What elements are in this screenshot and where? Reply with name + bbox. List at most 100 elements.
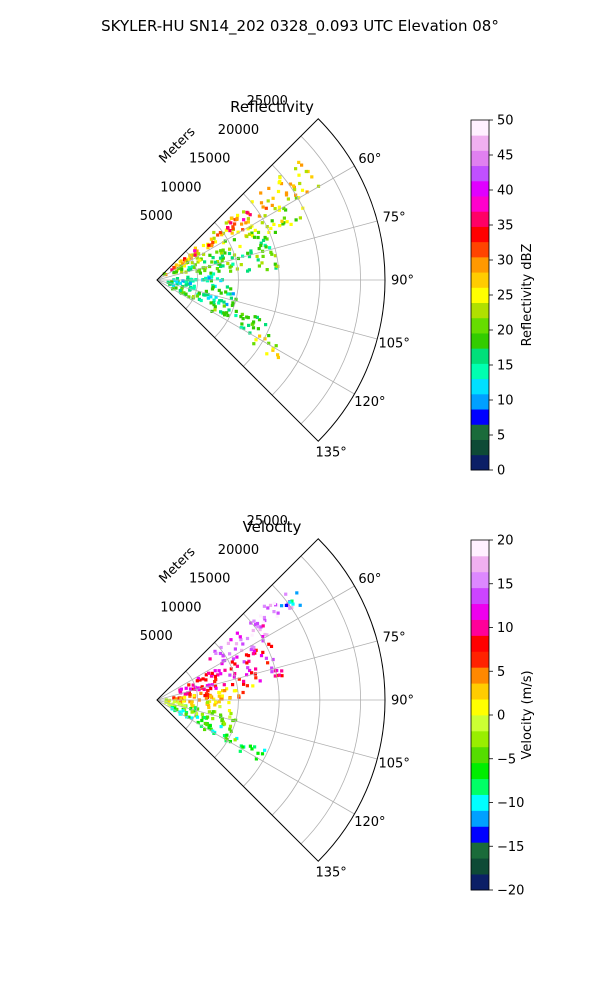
echo-cell: [231, 226, 235, 231]
echo-cell: [192, 694, 196, 698]
echo-cell: [211, 710, 215, 714]
colorbar-tick-label: 20: [497, 534, 514, 549]
colorbar-segment: [471, 794, 489, 811]
echo-cell: [247, 268, 251, 272]
echo-cell: [272, 222, 276, 226]
echo-cell: [202, 293, 206, 297]
echo-cell: [222, 734, 227, 738]
echo-cell: [180, 703, 184, 707]
sector-frame: [156, 118, 386, 442]
echo-cell: [251, 652, 255, 656]
echo-cell: [219, 299, 224, 303]
echo-cell: [190, 701, 194, 705]
echo-cell: [259, 625, 263, 629]
echo-cell: [207, 683, 211, 687]
echo-cell: [278, 176, 282, 180]
echo-cell: [207, 726, 211, 730]
echo-cell: [277, 208, 281, 212]
echo-cell: [208, 699, 212, 704]
echo-cell: [209, 301, 213, 305]
echo-cell: [209, 295, 213, 299]
echo-cell: [172, 700, 176, 704]
echo-cell: [231, 301, 235, 305]
velocity-colorbar: −20 −15 −10 −5 0 5 10 15 20 Velocity (m/s): [470, 534, 535, 899]
echo-cell: [259, 654, 264, 658]
colorbar-segment: [471, 363, 489, 380]
echo-cell: [218, 651, 222, 656]
echo-cell: [281, 222, 285, 226]
echo-cell: [310, 175, 314, 179]
echo-cell: [298, 181, 302, 186]
echo-cell: [192, 284, 196, 288]
colorbar-segment: [471, 287, 489, 304]
echo-cell: [231, 657, 236, 661]
colorbar-tick-label: 0: [497, 709, 505, 724]
echo-cell: [239, 744, 243, 748]
colorbar-segment: [471, 378, 489, 395]
echo-cell: [190, 710, 194, 714]
colorbar-segment: [471, 683, 489, 700]
echo-cell: [252, 342, 256, 346]
echo-cell: [239, 638, 243, 642]
echo-cell: [204, 678, 208, 682]
azimuth-spoke: [156, 699, 355, 815]
colorbar-tick-label: −5: [497, 752, 516, 767]
echo-cell: [228, 740, 232, 744]
echo-cell: [233, 218, 237, 222]
echo-cell: [223, 313, 227, 317]
azimuth-spoke: [156, 220, 378, 281]
echo-cell: [198, 258, 202, 262]
echo-cell: [229, 711, 233, 716]
echo-cell: [210, 274, 214, 279]
echo-cell: [194, 711, 198, 715]
echo-cell: [270, 666, 274, 670]
echo-cell: [188, 693, 192, 697]
echo-cell: [233, 222, 237, 226]
echo-cell: [235, 217, 239, 221]
colorbar-segment: [471, 120, 489, 136]
echo-cell: [207, 705, 211, 710]
echo-cell: [271, 348, 275, 352]
echo-cell: [190, 716, 194, 720]
echo-cell: [273, 674, 277, 678]
echo-cell: [235, 631, 239, 635]
echo-cell: [200, 712, 204, 716]
echo-cell: [211, 256, 215, 260]
echo-cell: [226, 641, 230, 645]
echo-cell: [221, 241, 226, 245]
colorbar-tick-label: 30: [497, 254, 514, 269]
echo-cell: [228, 652, 232, 656]
echo-cell: [252, 645, 256, 650]
echo-cell: [214, 295, 218, 299]
echo-cell: [174, 263, 178, 267]
echo-cell: [276, 353, 280, 357]
echo-cell: [207, 671, 211, 675]
echo-cell: [213, 260, 218, 264]
echo-cell: [277, 205, 281, 209]
echo-cell: [229, 667, 233, 671]
echo-cell: [215, 267, 219, 271]
echo-cell: [183, 695, 187, 699]
echo-cell: [217, 301, 221, 305]
echo-cell: [245, 661, 249, 665]
echo-cell: [184, 711, 189, 715]
colorbar-label: Velocity (m/s): [520, 670, 535, 759]
echo-cell: [227, 220, 231, 224]
echo-cell: [233, 647, 237, 651]
echo-cell: [209, 694, 213, 698]
echo-cell: [277, 673, 281, 677]
echo-cell: [248, 225, 252, 230]
colorbar-segment: [471, 211, 489, 227]
echo-cell: [261, 639, 265, 643]
echo-cell: [220, 662, 224, 666]
echo-cell: [223, 239, 227, 243]
echo-cell: [221, 689, 225, 693]
echo-cell: [278, 224, 282, 228]
echo-cell: [213, 684, 218, 688]
echo-cell: [228, 229, 232, 233]
echo-cell: [233, 672, 237, 676]
echo-cell: [216, 233, 220, 237]
echo-cell: [197, 252, 201, 256]
echo-cell: [263, 632, 267, 637]
echo-cell: [190, 277, 194, 282]
